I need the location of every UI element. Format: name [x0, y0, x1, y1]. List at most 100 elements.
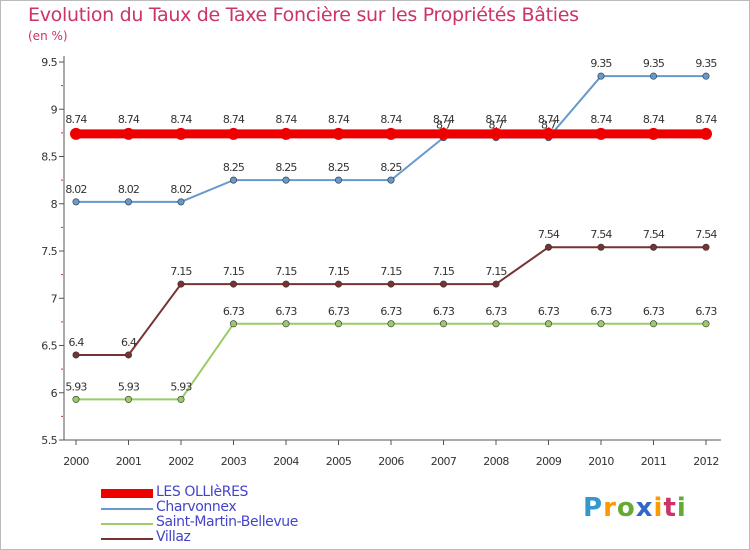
data-label: 7.15	[328, 265, 350, 278]
data-point	[597, 243, 605, 251]
data-point	[177, 280, 185, 288]
data-label: 8.74	[538, 113, 560, 126]
x-tick-label: 2006	[378, 455, 404, 468]
data-point	[177, 395, 185, 403]
data-label: 8.74	[590, 113, 612, 126]
logo-letter: P	[583, 493, 604, 523]
data-point	[125, 198, 133, 206]
x-tick-label: 2004	[273, 455, 299, 468]
x-tick-label: 2011	[641, 455, 667, 468]
legend-label: Charvonnex	[156, 499, 237, 515]
y-tick-label: 8.5	[41, 151, 57, 164]
data-label: 6.73	[328, 305, 350, 318]
data-label: 8.25	[275, 161, 297, 174]
data-point	[385, 127, 397, 140]
data-label: 8.74	[485, 113, 507, 126]
logo-letter: x	[635, 493, 654, 523]
data-label: 6.4	[121, 336, 137, 349]
data-label: 8.25	[223, 161, 245, 174]
logo-letter: o	[616, 493, 636, 523]
data-label: 7.54	[538, 228, 560, 241]
series-line-villaz	[75, 246, 707, 356]
y-tick-label: 6.5	[41, 340, 57, 353]
logo-letter: t	[663, 493, 677, 523]
data-label: 6.73	[485, 305, 507, 318]
data-point	[230, 176, 238, 184]
data-point	[492, 280, 500, 288]
data-point	[125, 351, 133, 359]
data-point	[649, 72, 657, 80]
x-tick-label: 2003	[221, 455, 247, 468]
data-label: 6.73	[538, 305, 560, 318]
data-point	[227, 127, 240, 140]
legend-label: Saint-Martin-Bellevue	[156, 514, 298, 530]
data-label: 7.54	[590, 228, 612, 241]
logo-letter: i	[653, 493, 664, 523]
data-label: 7.15	[170, 265, 192, 278]
data-point	[125, 395, 133, 403]
data-point	[175, 127, 187, 140]
data-point	[387, 176, 395, 184]
data-point	[492, 320, 500, 328]
data-label: 8.74	[118, 113, 140, 126]
x-tick-label: 2007	[431, 455, 457, 468]
data-point	[700, 127, 712, 140]
y-tick-label: 5.5	[41, 434, 57, 447]
legend-item: Saint-Martin-Bellevue	[101, 514, 401, 531]
data-point	[230, 320, 238, 328]
data-label: 8.74	[643, 113, 665, 126]
x-tick-label: 2012	[693, 455, 719, 468]
data-label: 8.74	[275, 113, 297, 126]
data-point	[332, 127, 345, 140]
data-label: 8.02	[65, 183, 86, 196]
data-point	[72, 198, 80, 206]
data-point	[282, 176, 290, 184]
data-point	[70, 127, 82, 140]
data-label: 8.02	[118, 183, 139, 196]
data-label: 8.7	[541, 119, 557, 132]
data-label: 7.15	[223, 265, 245, 278]
data-label: 7.15	[485, 265, 507, 278]
data-point	[702, 72, 710, 80]
data-label: 8.7	[436, 119, 452, 132]
data-label: 5.93	[65, 380, 87, 393]
data-point	[647, 127, 660, 140]
data-label: 7.54	[643, 228, 665, 241]
data-point	[544, 320, 552, 328]
y-tick-label: 9	[51, 103, 58, 116]
data-point	[72, 395, 80, 403]
chart-legend: LES OLLIèRES Charvonnex Saint-Martin-Belle…	[101, 484, 401, 546]
x-tick-label: 2002	[168, 455, 194, 468]
y-tick-label: 7	[51, 292, 58, 305]
y-tick-label: 8	[51, 198, 58, 211]
data-label: 7.15	[275, 265, 297, 278]
data-label: 8.74	[65, 113, 87, 126]
data-point	[702, 320, 710, 328]
data-point	[122, 127, 135, 140]
chart-title: Evolution du Taux de Taxe Foncière sur l…	[28, 4, 579, 26]
data-label: 5.93	[118, 380, 140, 393]
legend-label: LES OLLIèRES	[156, 484, 249, 500]
legend-swatch	[101, 489, 153, 498]
data-label: 8.74	[380, 113, 402, 126]
data-point	[334, 176, 342, 184]
data-point	[597, 72, 605, 80]
legend-item: Charvonnex	[101, 499, 401, 516]
data-point	[439, 320, 447, 328]
x-tick-label: 2009	[536, 455, 562, 468]
data-label: 8.74	[328, 113, 350, 126]
data-point	[437, 127, 450, 140]
data-label: 7.15	[380, 265, 402, 278]
data-point	[544, 243, 552, 251]
data-point	[649, 320, 657, 328]
y-tick-label: 9.5	[41, 56, 57, 69]
legend-item: LES OLLIèRES	[101, 484, 401, 501]
data-label: 8.74	[223, 113, 245, 126]
data-point	[230, 280, 238, 288]
data-label: 8.74	[695, 113, 717, 126]
data-label: 9.35	[643, 57, 665, 70]
y-tick-label: 6	[51, 387, 58, 400]
data-point	[282, 320, 290, 328]
data-point	[595, 127, 607, 140]
data-label: 5.93	[170, 380, 192, 393]
